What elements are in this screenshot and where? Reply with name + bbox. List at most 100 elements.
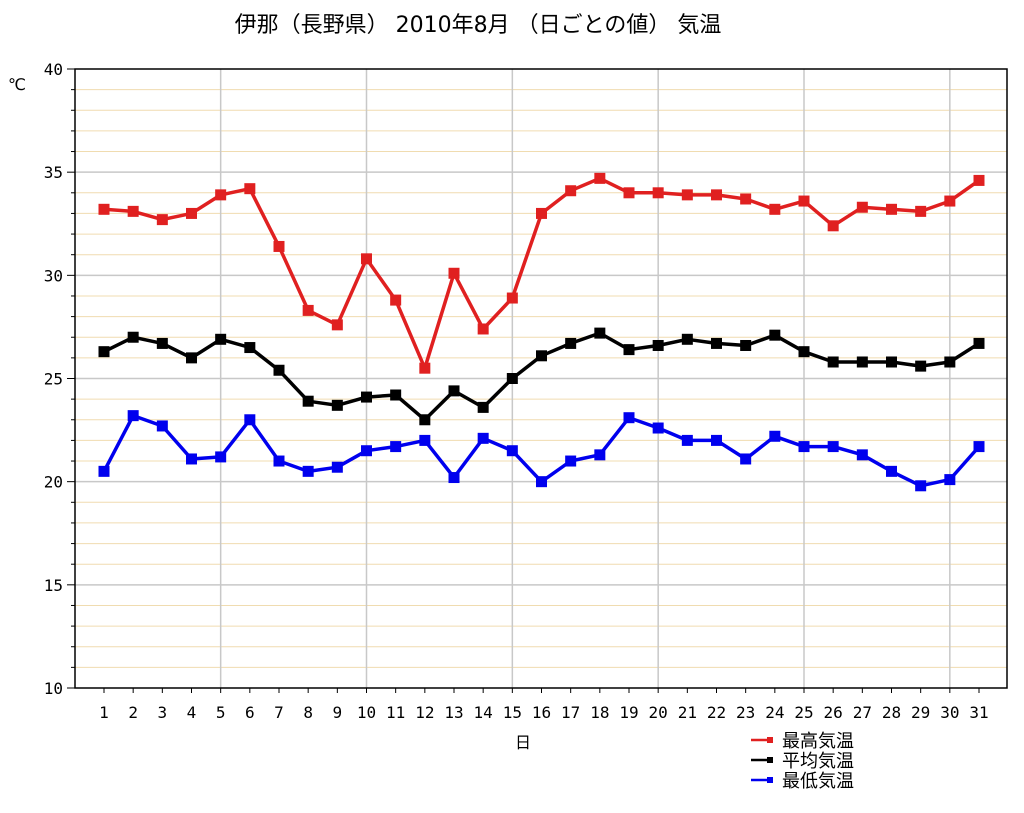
- data-point-marker: [331, 461, 343, 473]
- data-point-marker: [98, 203, 110, 215]
- data-point-marker: [186, 352, 197, 364]
- data-point-marker: [681, 189, 693, 201]
- data-point-marker: [886, 465, 897, 477]
- data-point-marker: [273, 455, 285, 467]
- data-point-marker: [302, 465, 314, 477]
- data-point-marker: [244, 414, 256, 426]
- data-point-marker: [361, 445, 372, 457]
- x-tick-label: 28: [882, 703, 901, 722]
- data-point-marker: [565, 185, 577, 197]
- x-tick-label: 21: [678, 703, 697, 722]
- x-tick-label: 24: [765, 703, 784, 722]
- x-tick-label: 3: [158, 703, 168, 722]
- data-point-marker: [827, 441, 839, 453]
- x-tick-label: 20: [649, 703, 668, 722]
- series-layer: [98, 172, 985, 492]
- data-point-marker: [594, 327, 606, 339]
- data-point-marker: [244, 342, 256, 354]
- data-point-marker: [127, 410, 139, 422]
- y-tick-label: 15: [44, 576, 63, 595]
- data-point-marker: [681, 434, 693, 446]
- data-point-marker: [769, 203, 781, 215]
- data-point-marker: [594, 172, 606, 184]
- x-tick-label: 25: [794, 703, 813, 722]
- x-tick-label: 27: [853, 703, 872, 722]
- x-tick-label: 26: [824, 703, 843, 722]
- x-tick-label: 11: [386, 703, 405, 722]
- chart-title: 伊那（長野県） 2010年8月 （日ごとの値） 気温: [235, 13, 722, 38]
- data-point-marker: [477, 401, 489, 413]
- data-point-marker: [856, 449, 868, 461]
- series-0: [98, 172, 985, 374]
- data-point-marker: [886, 203, 897, 215]
- x-tick-label: 12: [415, 703, 434, 722]
- data-point-marker: [594, 449, 606, 461]
- data-point-marker: [711, 337, 722, 349]
- y-tick-label: 35: [44, 163, 63, 182]
- data-point-marker: [740, 193, 752, 205]
- x-tick-label: 4: [187, 703, 197, 722]
- data-point-marker: [273, 240, 285, 252]
- x-tick-label: 6: [245, 703, 255, 722]
- data-point-marker: [156, 337, 168, 349]
- data-point-marker: [740, 453, 752, 465]
- data-point-marker: [740, 339, 752, 351]
- series-line: [103, 331, 980, 422]
- data-point-marker: [419, 414, 431, 426]
- x-tick-label: 7: [274, 703, 284, 722]
- data-point-marker: [856, 356, 868, 368]
- x-tick-label: 30: [940, 703, 959, 722]
- data-point-marker: [711, 189, 722, 201]
- data-point-marker: [798, 346, 810, 358]
- data-point-marker: [944, 356, 956, 368]
- data-point-marker: [827, 356, 839, 368]
- series-line: [102, 413, 981, 488]
- gridlines: [75, 69, 1007, 688]
- data-point-marker: [215, 333, 227, 345]
- data-point-marker: [536, 207, 547, 219]
- x-tick-label: 14: [474, 703, 493, 722]
- x-tick-label: 18: [590, 703, 609, 722]
- x-axis-label: 日: [515, 733, 531, 752]
- data-point-marker: [623, 344, 635, 356]
- data-point-marker: [506, 445, 518, 457]
- data-point-marker: [98, 346, 110, 358]
- data-point-marker: [973, 337, 985, 349]
- data-point-marker: [273, 364, 285, 376]
- data-point-marker: [186, 207, 197, 219]
- data-point-marker: [536, 350, 547, 362]
- y-tick-label: 20: [44, 473, 63, 492]
- data-point-marker: [944, 474, 956, 486]
- data-point-marker: [448, 267, 460, 279]
- data-point-marker: [944, 195, 956, 207]
- data-point-marker: [390, 294, 402, 306]
- x-tick-label: 29: [911, 703, 930, 722]
- x-tick-label: 10: [357, 703, 376, 722]
- data-point-marker: [156, 214, 168, 226]
- x-tick-label: 19: [619, 703, 638, 722]
- data-point-marker: [215, 189, 227, 201]
- data-point-marker: [156, 420, 168, 432]
- data-point-marker: [915, 205, 927, 217]
- data-point-marker: [856, 201, 868, 213]
- data-point-marker: [798, 195, 810, 207]
- data-point-marker: [419, 362, 431, 374]
- data-point-marker: [915, 480, 927, 492]
- y-tick-label: 40: [44, 60, 63, 79]
- data-point-marker: [798, 441, 810, 453]
- x-tick-label: 22: [707, 703, 726, 722]
- data-point-marker: [827, 220, 839, 232]
- data-point-marker: [127, 331, 139, 343]
- data-point-marker: [419, 434, 431, 446]
- data-point-marker: [652, 339, 664, 351]
- y-tick-label: 10: [44, 679, 63, 698]
- x-tick-label: 5: [216, 703, 226, 722]
- data-point-marker: [448, 385, 460, 397]
- data-point-marker: [506, 292, 518, 304]
- data-point-marker: [331, 399, 343, 411]
- data-point-marker: [361, 253, 372, 265]
- data-point-marker: [98, 465, 110, 477]
- data-point-marker: [973, 174, 985, 186]
- data-point-marker: [302, 395, 314, 407]
